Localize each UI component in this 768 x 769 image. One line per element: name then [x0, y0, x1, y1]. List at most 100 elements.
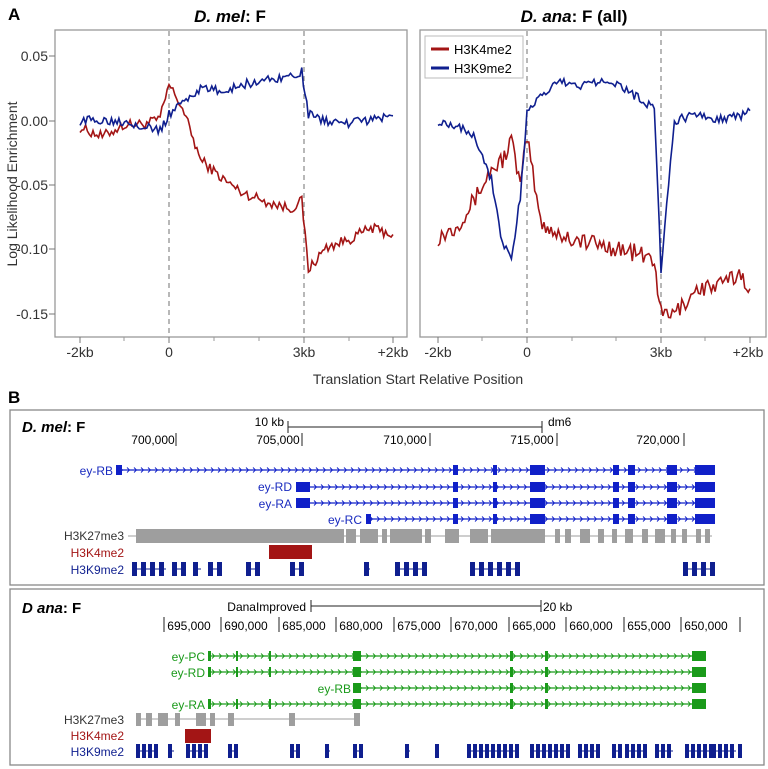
strand-arrow [505, 669, 510, 675]
strand-arrow [649, 516, 654, 522]
strand-arrow [686, 467, 691, 473]
strand-arrow [467, 500, 472, 506]
strand-arrow [365, 669, 370, 675]
strand-arrow [196, 467, 201, 473]
strand-arrow [421, 701, 426, 707]
strand-arrow [651, 467, 656, 473]
strand-arrow [516, 500, 521, 506]
x-tick-label: 0 [165, 344, 173, 360]
exon-block [545, 667, 548, 677]
strand-arrow [390, 516, 395, 522]
y-tick-label: -0.15 [16, 306, 48, 322]
strand-arrow [446, 500, 451, 506]
strand-arrow [477, 653, 482, 659]
strand-arrow [432, 500, 437, 506]
strand-arrow [385, 467, 390, 473]
strand-arrow [376, 500, 381, 506]
dmel-transcript-labels: ey-RB ey-RD ey-RA ey-RC [80, 464, 363, 527]
h3k9me2-peak [497, 562, 502, 576]
strand-arrow [211, 653, 216, 659]
strand-arrow [428, 701, 433, 707]
transcript-label: ey-RB [80, 464, 113, 478]
strand-arrow [369, 500, 374, 506]
strand-arrow [211, 701, 216, 707]
strand-arrow [369, 484, 374, 490]
strand-arrow [428, 669, 433, 675]
h3k9me2-peak [422, 562, 427, 576]
track-label: H3K27me3 [64, 529, 124, 543]
h3k27me3-peak [210, 713, 215, 726]
h3k9me2-peak [467, 744, 471, 758]
strand-arrow [603, 685, 608, 691]
strand-arrow [617, 685, 622, 691]
transcript-label: ey-RD [258, 480, 292, 494]
strand-arrow [320, 484, 325, 490]
legend-label-h3k4me2: H3K4me2 [454, 42, 512, 57]
strand-arrow [498, 685, 503, 691]
strand-arrow [386, 701, 391, 707]
strand-arrow [680, 669, 685, 675]
strand-arrow [456, 701, 461, 707]
strand-arrow [649, 500, 654, 506]
strand-arrow [491, 653, 496, 659]
coord-label: 670,000 [454, 619, 498, 633]
strand-arrow [439, 500, 444, 506]
exon-block [296, 482, 310, 492]
strand-arrow [372, 669, 377, 675]
strand-arrow [621, 516, 626, 522]
h3k9me2-peak [730, 744, 734, 758]
strand-arrow [411, 500, 416, 506]
exon-block [695, 482, 715, 492]
strand-arrow [512, 653, 517, 659]
strand-arrow [516, 484, 521, 490]
strand-arrow [302, 669, 307, 675]
series-line-h3k9me2 [437, 76, 751, 274]
strand-arrow [393, 653, 398, 659]
strand-arrow [579, 500, 584, 506]
strand-arrow [470, 653, 475, 659]
h3k9me2-peak [560, 744, 564, 758]
x-tick-label: 0 [523, 344, 531, 360]
h3k27me3-peak [196, 713, 206, 726]
strand-arrow [502, 516, 507, 522]
strand-arrow [404, 516, 409, 522]
strand-arrow [533, 669, 538, 675]
track-label: H3K4me2 [71, 729, 125, 743]
h3k9me2-peak [590, 744, 594, 758]
strand-arrow [666, 669, 671, 675]
strand-arrow [404, 484, 409, 490]
strand-arrow [691, 500, 696, 506]
strand-arrow [460, 500, 465, 506]
h3k9me2-peak [724, 744, 728, 758]
strand-arrow [474, 484, 479, 490]
exon-block [667, 498, 677, 508]
assembly-label: DanaImproved [227, 600, 306, 614]
strand-arrow [607, 484, 612, 490]
strand-arrow [561, 669, 566, 675]
h3k27me3-peak [580, 529, 590, 543]
strand-arrow [287, 467, 292, 473]
strand-arrow [327, 484, 332, 490]
strand-arrow [593, 516, 598, 522]
strand-arrow [526, 685, 531, 691]
track-label: H3K4me2 [71, 546, 125, 560]
strand-arrow [509, 484, 514, 490]
h3k9me2-peak [618, 744, 622, 758]
h3k9me2-peak [470, 562, 475, 576]
exon-block [353, 651, 361, 661]
strand-arrow [414, 685, 419, 691]
strand-arrow [684, 484, 689, 490]
strand-arrow [323, 669, 328, 675]
h3k9me2-peak [404, 562, 409, 576]
strand-arrow [442, 685, 447, 691]
dmel-browser-title: D. mel: F [22, 419, 85, 436]
series-line-h3k9me2 [79, 67, 394, 137]
strand-arrow [540, 653, 545, 659]
coord-label: 720,000 [636, 433, 680, 447]
h3k27me3-peak [491, 529, 545, 543]
strand-arrow [526, 669, 531, 675]
strand-arrow [666, 701, 671, 707]
track-label: H3K27me3 [64, 713, 124, 727]
strand-arrow [575, 653, 580, 659]
strand-arrow [656, 516, 661, 522]
